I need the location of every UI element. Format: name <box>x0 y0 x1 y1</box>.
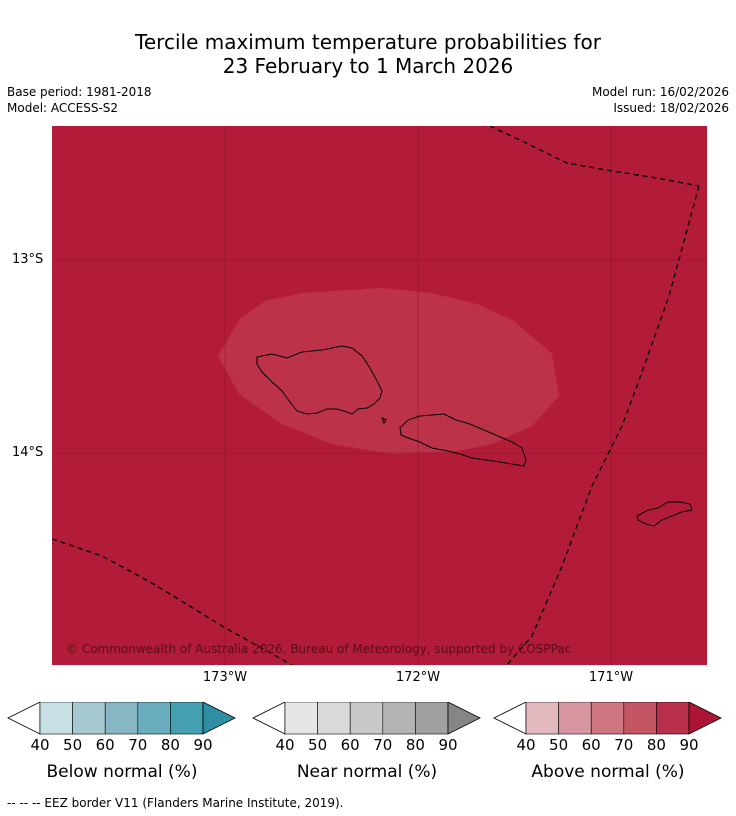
colorbar-below-segment <box>170 702 204 735</box>
colorbar-below-tick: 70 <box>128 736 148 754</box>
colorbar-near-segment <box>382 702 416 735</box>
eez-legend-note: -- -- -- EEZ border V11 (Flanders Marine… <box>7 796 344 810</box>
colorbar-below-over-arrow <box>202 702 236 735</box>
colorbar-below-tick: 90 <box>193 736 213 754</box>
colorbar-above-tick: 40 <box>516 736 536 754</box>
colorbar-below-segment <box>137 702 171 735</box>
colorbar-above-segment <box>525 702 559 735</box>
issued-date: Issued: 18/02/2026 <box>613 101 729 115</box>
gridlines <box>52 126 707 665</box>
colorbar-above-title: Above normal (%) <box>531 762 685 782</box>
colorbar-near-title: Near normal (%) <box>296 762 438 782</box>
model-run: Model run: 16/02/2026 <box>591 85 729 99</box>
lon-label-171w: 171°W <box>588 670 634 685</box>
colorbar-above-segment <box>590 702 625 735</box>
lat-label-14s: 14°S <box>12 445 44 460</box>
colorbar-above-segment <box>558 702 592 735</box>
lat-label-13s: 13°S <box>12 252 44 267</box>
copyright-notice: © Commonwealth of Australia 2026, Bureau… <box>66 642 571 656</box>
colorbar-below-title: Below normal (%) <box>46 762 198 782</box>
small-islet <box>381 416 387 425</box>
colorbar-below-segment <box>39 702 73 735</box>
base-period: Base period: 1981-2018 <box>7 85 152 99</box>
colorbar-near-tick: 90 <box>438 736 458 754</box>
lon-label-173w: 173°W <box>202 670 248 685</box>
colorbar-above-segment <box>623 702 657 735</box>
colorbar-near-segment <box>349 702 384 735</box>
model-name: Model: ACCESS-S2 <box>7 101 119 115</box>
meta-left: Base period: 1981-2018 Model: ACCESS-S2 <box>7 84 152 116</box>
colorbar-above-tick: 60 <box>581 736 601 754</box>
lon-label-172w: 172°W <box>395 670 441 685</box>
colorbar-above-tick: 70 <box>614 736 634 754</box>
upolu-island <box>399 413 527 467</box>
colorbar-near-segment <box>317 702 351 735</box>
colorbar-near-under-arrow <box>252 702 286 735</box>
colorbar-above-tick: 90 <box>679 736 699 754</box>
colorbar-near-segment <box>415 702 449 735</box>
map-panel: © Commonwealth of Australia 2026, Bureau… <box>52 126 707 665</box>
colorbar-above <box>493 702 722 735</box>
colorbar-near-tick: 60 <box>340 736 360 754</box>
colorbar-above-segment <box>656 702 690 735</box>
colorbar-below-under-arrow <box>7 702 41 735</box>
chart-title: Tercile maximum temperature probabilitie… <box>0 30 736 78</box>
colorbar-above-under-arrow <box>493 702 527 735</box>
colorbar-below-segment <box>104 702 139 735</box>
savaii-island <box>256 345 383 415</box>
meta-right: Model run: 16/02/2026 Issued: 18/02/2026 <box>592 84 729 116</box>
colorbar-below-tick: 50 <box>63 736 83 754</box>
colorbar-below-tick: 40 <box>30 736 50 754</box>
tutuila-island <box>636 501 693 527</box>
colorbar-below-tick: 80 <box>160 736 180 754</box>
title-line-2: 23 February to 1 March 2026 <box>222 54 514 78</box>
colorbar-above-over-arrow <box>688 702 722 735</box>
colorbar-below-tick: 60 <box>95 736 115 754</box>
islands <box>256 345 693 527</box>
colorbar-near-segment <box>284 702 318 735</box>
title-line-1: Tercile maximum temperature probabilitie… <box>135 30 601 54</box>
eez-border <box>52 126 700 665</box>
colorbar-near-tick: 80 <box>405 736 425 754</box>
colorbar-near-over-arrow <box>447 702 481 735</box>
colorbar-above-tick: 50 <box>549 736 569 754</box>
colorbar-below <box>7 702 236 735</box>
colorbar-near-tick: 50 <box>308 736 328 754</box>
colorbar-above-tick: 80 <box>646 736 666 754</box>
colorbar-near-tick: 40 <box>275 736 295 754</box>
colorbar-near-tick: 70 <box>373 736 393 754</box>
colorbar-near <box>252 702 481 735</box>
colorbar-below-segment <box>72 702 106 735</box>
